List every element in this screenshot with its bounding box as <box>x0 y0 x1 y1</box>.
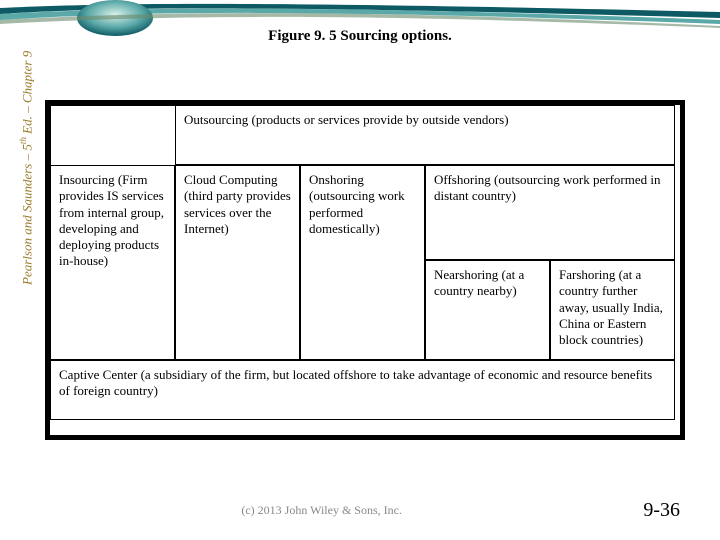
cell-captive: Captive Center (a subsidiary of the firm… <box>50 360 675 420</box>
cell-offshoring: Offshoring (outsourcing work performed i… <box>425 165 675 260</box>
sourcing-table: Outsourcing (products or services provid… <box>50 105 680 435</box>
cell-cloud: Cloud Computing (third party provides se… <box>175 165 300 360</box>
copyright-text: (c) 2013 John Wiley & Sons, Inc. <box>0 503 643 518</box>
cell-farshoring: Farshoring (at a country further away, u… <box>550 260 675 360</box>
figure-title: Figure 9. 5 Sourcing options. <box>0 28 720 45</box>
page-number: 9-36 <box>643 499 680 522</box>
cell-outsourcing: Outsourcing (products or services provid… <box>175 105 675 165</box>
cell-onshoring: Onshoring (outsourcing work performed do… <box>300 165 425 360</box>
cell-blank-1 <box>50 105 175 165</box>
sidebar-citation: Pearlson and Saunders – 5th Ed. – Chapte… <box>18 51 35 285</box>
footer: (c) 2013 John Wiley & Sons, Inc. 9-36 <box>0 499 720 522</box>
sourcing-figure: Outsourcing (products or services provid… <box>45 100 685 440</box>
cell-insourcing: Insourcing (Firm provides IS services fr… <box>50 165 175 360</box>
cell-nearshoring: Nearshoring (at a country nearby) <box>425 260 550 360</box>
